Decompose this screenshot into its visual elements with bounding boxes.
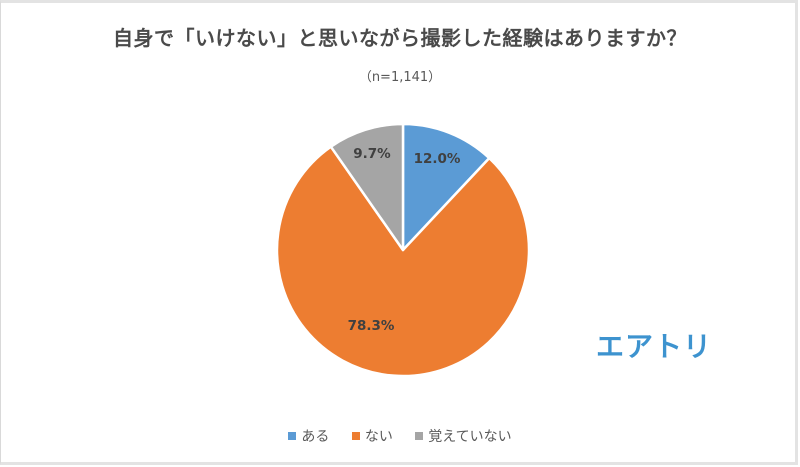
legend-swatch-icon	[415, 432, 424, 440]
slice-label-nai: 78.3%	[348, 318, 395, 334]
airtrip-logo: エアトリ	[596, 330, 713, 363]
slice-oboeteinai	[329, 122, 405, 252]
legend-label: 覚えていない	[428, 429, 512, 445]
chart-subtitle: （n=1,141）	[358, 70, 442, 85]
legend-item-aru: ある	[288, 426, 329, 446]
legend-label: ない	[364, 429, 393, 445]
legend-label: ある	[301, 429, 330, 445]
slice-label-aru: 12.0%	[414, 151, 461, 167]
legend-item-nai: ない	[351, 426, 393, 446]
chart-title: 自身で「いけない」と思いながら撮影した経験はありますか？	[113, 26, 687, 50]
legend-swatch-icon	[288, 432, 297, 440]
chart-legend: ある ない 覚えていない	[0, 426, 800, 446]
slice-nai	[275, 145, 531, 378]
legend-item-oboeteinai: 覚えていない	[415, 426, 512, 446]
legend-swatch-icon	[351, 432, 360, 440]
slice-aru	[401, 122, 491, 252]
slice-label-oboeteinai: 9.7%	[353, 146, 391, 162]
